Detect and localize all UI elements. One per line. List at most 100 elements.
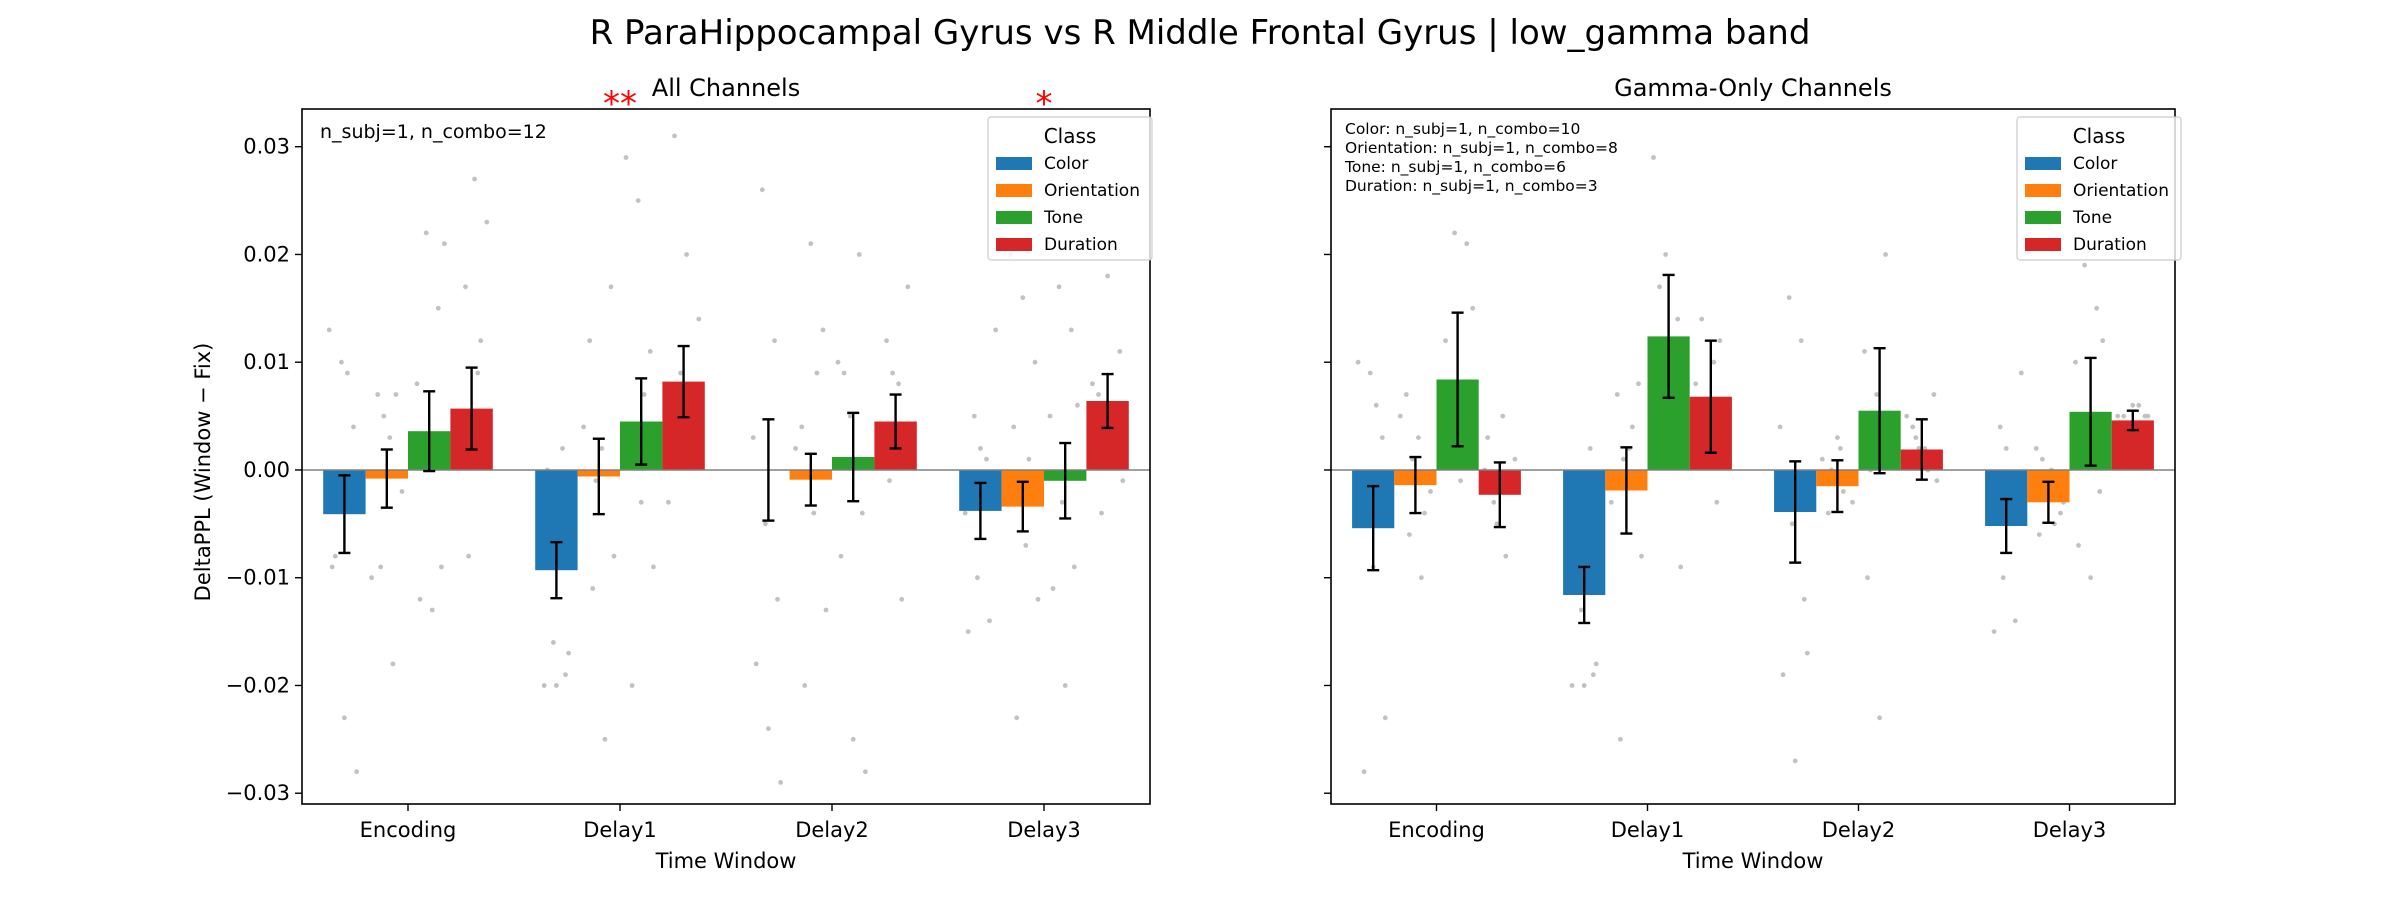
data-point (1099, 510, 1104, 516)
data-point (1470, 305, 1476, 311)
error-bar-duration-encoding (465, 366, 478, 451)
data-point (978, 446, 983, 451)
error-bar-color-delay2 (1789, 460, 1802, 564)
data-point (1068, 327, 1074, 333)
data-point (1838, 446, 1843, 451)
data-point (1877, 715, 1882, 721)
legend-frame (987, 116, 1153, 261)
data-point (1117, 349, 1123, 354)
data-point (602, 736, 608, 742)
legend-swatch-duration (996, 238, 1032, 251)
error-bar-orientation-delay1 (1620, 446, 1633, 535)
significance-marker-delay3: * (1036, 84, 1053, 124)
error-bar-orientation-delay3 (2042, 480, 2055, 524)
data-point (2130, 402, 2136, 408)
data-point (1491, 499, 1497, 505)
data-point (1862, 349, 1867, 354)
data-point (541, 683, 547, 688)
data-point (2012, 618, 2018, 624)
significance-marker-delay1: ** (603, 84, 637, 124)
x-tick-label-delay1: Delay1 (1611, 818, 1685, 842)
data-point (1717, 338, 1723, 344)
data-point (905, 284, 911, 290)
error-bar-tone-encoding (423, 390, 436, 473)
data-point (417, 596, 423, 602)
plot-area: −0.03 −0.02 −0.01 0.00 0.01 0.02 0.03 Encoding D… (226, 108, 1151, 842)
data-point (1032, 359, 1038, 365)
data-point (1621, 456, 1626, 462)
data-point (1452, 230, 1457, 236)
data-point (1047, 413, 1053, 419)
data-point (566, 650, 571, 656)
data-point (993, 327, 998, 333)
data-point (1904, 413, 1910, 419)
legend: Class Color Orientation Tone Duration (987, 116, 1153, 261)
data-point (1014, 715, 1020, 721)
legend-swatch-orientation (2025, 184, 2061, 197)
data-point (339, 359, 344, 365)
data-point (772, 338, 777, 344)
data-point (2115, 413, 2121, 419)
data-point (1428, 489, 1433, 494)
data-point (1608, 499, 1614, 505)
data-point (393, 392, 399, 397)
data-point (342, 715, 347, 721)
x-tick-label-delay2: Delay2 (795, 818, 869, 842)
data-point (1657, 284, 1662, 290)
y-tick-label: −0.01 (226, 566, 290, 590)
data-point (399, 489, 405, 494)
data-point (1035, 596, 1041, 602)
sample-size-annotation-duration: Duration: n_subj=1, n_combo=3 (1345, 177, 1598, 196)
data-point (484, 219, 490, 225)
data-point (1011, 424, 1017, 430)
y-tick-label: −0.02 (226, 673, 290, 697)
data-point (884, 338, 889, 344)
data-point (2082, 262, 2088, 268)
data-point (1020, 295, 1026, 300)
data-point (1059, 499, 1065, 505)
data-point (841, 370, 847, 376)
legend-label-orientation: Orientation (2073, 181, 2169, 201)
sample-size-annotation-color: Color: n_subj=1, n_combo=10 (1345, 120, 1580, 139)
error-bar-duration-delay1 (677, 344, 690, 419)
data-point (1997, 424, 2003, 430)
data-point (1050, 586, 1056, 591)
figure-suptitle: R ParaHippocampal Gyrus vs R Middle Fron… (590, 13, 1811, 53)
data-point (2033, 446, 2039, 451)
data-point (1693, 381, 1699, 387)
legend-label-color: Color (2073, 154, 2117, 174)
data-point (766, 726, 771, 731)
data-point (2100, 338, 2106, 344)
data-point (593, 478, 599, 484)
data-point (435, 305, 441, 311)
x-tick-label-encoding: Encoding (1388, 818, 1485, 842)
axes-frame (1330, 108, 2176, 805)
data-point (750, 435, 756, 440)
data-point (1026, 456, 1032, 462)
error-bar-color-encoding (338, 474, 351, 555)
data-point (1663, 252, 1668, 257)
data-point (1786, 295, 1792, 300)
data-point (590, 586, 596, 591)
data-point (1403, 392, 1409, 397)
data-point (1581, 683, 1587, 688)
data-point (678, 370, 683, 376)
error-bar-orientation-delay2 (1831, 459, 1844, 514)
data-point (814, 370, 820, 376)
data-point (1618, 736, 1623, 742)
y-tick-label: 0.03 (243, 135, 290, 159)
data-point (651, 564, 656, 570)
data-point (390, 661, 396, 667)
data-point (2145, 413, 2151, 419)
data-point (2088, 575, 2094, 581)
error-bar-duration-delay3 (2126, 409, 2139, 432)
data-point (378, 564, 384, 570)
data-point (2136, 402, 2142, 408)
sample-size-annotation-tone: Tone: n_subj=1, n_combo=6 (1344, 158, 1566, 177)
legend-swatch-tone (2025, 211, 2061, 224)
data-point (850, 736, 856, 742)
data-point (2018, 370, 2024, 376)
data-point (1910, 424, 1916, 430)
error-bar-tone-encoding (1451, 311, 1464, 448)
data-point (971, 413, 977, 419)
